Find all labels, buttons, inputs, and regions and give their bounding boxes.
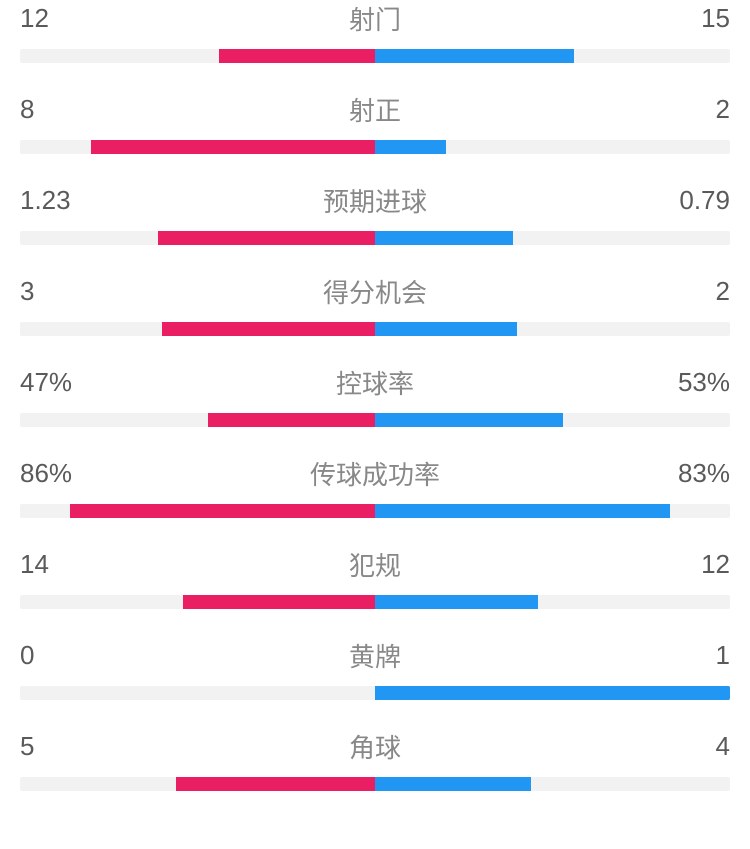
stat-value-right: 53% [678, 367, 730, 398]
stat-row: 3 得分机会 2 [20, 273, 730, 336]
stat-value-left: 86% [20, 458, 72, 489]
stat-labels: 1.23 预期进球 0.79 [20, 182, 730, 219]
stat-bar-track [20, 140, 730, 154]
stat-label: 得分机会 [323, 273, 427, 310]
stat-label: 传球成功率 [310, 455, 440, 492]
stat-row: 47% 控球率 53% [20, 364, 730, 427]
stat-labels: 86% 传球成功率 83% [20, 455, 730, 492]
stat-value-right: 2 [716, 276, 730, 307]
stat-bar-left [91, 140, 375, 154]
stat-row: 8 射正 2 [20, 91, 730, 154]
stat-value-right: 15 [701, 3, 730, 34]
stat-bar-left [158, 231, 375, 245]
stat-bar-left [208, 413, 375, 427]
stat-label: 预期进球 [323, 182, 427, 219]
stat-bar-track [20, 49, 730, 63]
stat-row: 86% 传球成功率 83% [20, 455, 730, 518]
stat-bar-track [20, 504, 730, 518]
stat-value-left: 12 [20, 3, 49, 34]
stat-value-left: 1.23 [20, 185, 71, 216]
stat-bar-right [375, 322, 517, 336]
stat-value-right: 0.79 [679, 185, 730, 216]
stat-value-left: 8 [20, 94, 34, 125]
stat-bar-right [375, 686, 730, 700]
stat-value-right: 4 [716, 731, 730, 762]
stat-labels: 14 犯规 12 [20, 546, 730, 583]
stat-row: 5 角球 4 [20, 728, 730, 791]
stat-bar-left [162, 322, 375, 336]
stat-bar-left [70, 504, 375, 518]
stat-label: 犯规 [349, 546, 401, 583]
stat-bar-right [375, 595, 538, 609]
stat-labels: 8 射正 2 [20, 91, 730, 128]
stat-label: 角球 [349, 728, 401, 765]
stat-bar-track [20, 322, 730, 336]
stat-label: 射门 [349, 0, 401, 37]
stat-value-left: 3 [20, 276, 34, 307]
stat-bar-right [375, 413, 563, 427]
stat-bar-right [375, 231, 513, 245]
stat-label: 控球率 [336, 364, 414, 401]
stat-labels: 3 得分机会 2 [20, 273, 730, 310]
stat-bar-track [20, 595, 730, 609]
stat-bar-track [20, 777, 730, 791]
stat-labels: 0 黄牌 1 [20, 637, 730, 674]
stat-value-right: 2 [716, 94, 730, 125]
stat-bar-right [375, 140, 446, 154]
stat-row: 14 犯规 12 [20, 546, 730, 609]
stat-bar-track [20, 686, 730, 700]
stat-value-left: 0 [20, 640, 34, 671]
stat-value-left: 47% [20, 367, 72, 398]
stat-value-left: 14 [20, 549, 49, 580]
stat-value-right: 1 [716, 640, 730, 671]
stat-bar-track [20, 231, 730, 245]
stat-labels: 12 射门 15 [20, 0, 730, 37]
stat-bar-right [375, 49, 574, 63]
stat-bar-left [183, 595, 375, 609]
stat-labels: 47% 控球率 53% [20, 364, 730, 401]
match-stats-container: 12射门158射正21.23预期进球0.793得分机会247%控球率53%86%… [0, 0, 750, 791]
stat-row: 12 射门 15 [20, 0, 730, 63]
stat-value-left: 5 [20, 731, 34, 762]
stat-value-right: 83% [678, 458, 730, 489]
stat-bar-left [176, 777, 375, 791]
stat-labels: 5 角球 4 [20, 728, 730, 765]
stat-row: 1.23 预期进球 0.79 [20, 182, 730, 245]
stat-label: 射正 [349, 91, 401, 128]
stat-bar-right [375, 504, 670, 518]
stat-bar-left [219, 49, 375, 63]
stat-label: 黄牌 [349, 637, 401, 674]
stat-bar-right [375, 777, 531, 791]
stat-row: 0 黄牌 1 [20, 637, 730, 700]
stat-bar-track [20, 413, 730, 427]
stat-value-right: 12 [701, 549, 730, 580]
